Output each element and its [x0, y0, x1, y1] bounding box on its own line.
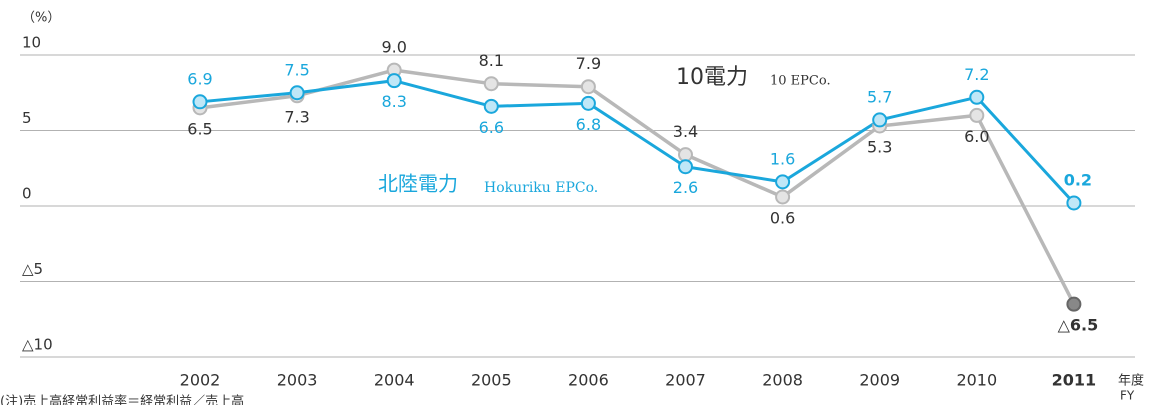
note: (注)売上高経常利益率＝経常利益／売上高: [0, 394, 244, 405]
data-label: 9.0: [381, 38, 406, 57]
x-tick-label: 2009: [859, 371, 900, 390]
data-label: 0.6: [770, 208, 795, 227]
data-label: 6.8: [576, 115, 601, 134]
data-label: 7.3: [284, 107, 309, 126]
data-label: 6.0: [964, 127, 989, 146]
point: [969, 107, 985, 123]
x-tick-label: 2003: [277, 371, 318, 390]
series-line: [199, 79, 1076, 204]
x-unit-label-en: FY: [1120, 389, 1135, 403]
y-tick-label: △10: [22, 336, 53, 354]
data-label: 5.7: [867, 87, 892, 106]
y-tick-label: 0: [22, 185, 32, 203]
data-label: 8.1: [479, 51, 504, 70]
point: [483, 76, 499, 92]
x-tick-label: 2007: [665, 371, 706, 390]
point: [678, 159, 693, 175]
point: [483, 98, 499, 114]
y-tick-label: △5: [22, 260, 43, 278]
legend-sublabel: 10 EPCo.: [770, 74, 831, 89]
point: [775, 189, 791, 205]
y-tick-label: 10: [22, 34, 41, 52]
data-label: 5.3: [867, 137, 892, 156]
data-label: 6.9: [187, 69, 212, 88]
point: [580, 95, 596, 111]
data-label: 2.6: [673, 178, 698, 197]
point: [192, 94, 208, 110]
grid: [20, 54, 1135, 358]
point: [678, 147, 693, 163]
y-tick-label: 5: [22, 109, 32, 127]
x-unit-label: 年度: [1118, 373, 1144, 389]
point: [775, 174, 791, 190]
data-label: △6.5: [1058, 316, 1099, 335]
data-label: 0.2: [1064, 170, 1092, 189]
point: [872, 112, 888, 128]
x-tick-label: 2005: [471, 371, 512, 390]
unit-label: （%）: [22, 11, 60, 26]
point: [580, 79, 596, 95]
point: [969, 89, 985, 105]
data-label: 1.6: [770, 149, 795, 168]
point: [1066, 296, 1082, 312]
legend-sublabel: Hokuriku EPCo.: [484, 180, 598, 196]
x-tick-label: 2002: [180, 371, 221, 390]
data-label: 6.6: [479, 118, 504, 137]
point: [1066, 195, 1082, 211]
legend-label: 10電力: [676, 65, 748, 90]
data-label: 3.4: [673, 122, 698, 141]
data-label: 7.5: [284, 60, 309, 79]
legend-label: 北陸電力: [378, 172, 458, 196]
series-line: [199, 68, 1076, 305]
x-tick-label: 2008: [762, 371, 803, 390]
point: [289, 85, 305, 101]
x-tick-label: 2010: [956, 371, 997, 390]
x-tick-label: 2006: [568, 371, 609, 390]
data-label: 7.2: [964, 65, 989, 84]
x-tick-label: 2011: [1052, 371, 1097, 390]
data-label: 6.5: [187, 119, 212, 138]
x-tick-label: 2004: [374, 371, 415, 390]
data-label: 7.9: [576, 54, 601, 73]
point: [386, 73, 402, 89]
data-label: 8.3: [381, 92, 406, 111]
